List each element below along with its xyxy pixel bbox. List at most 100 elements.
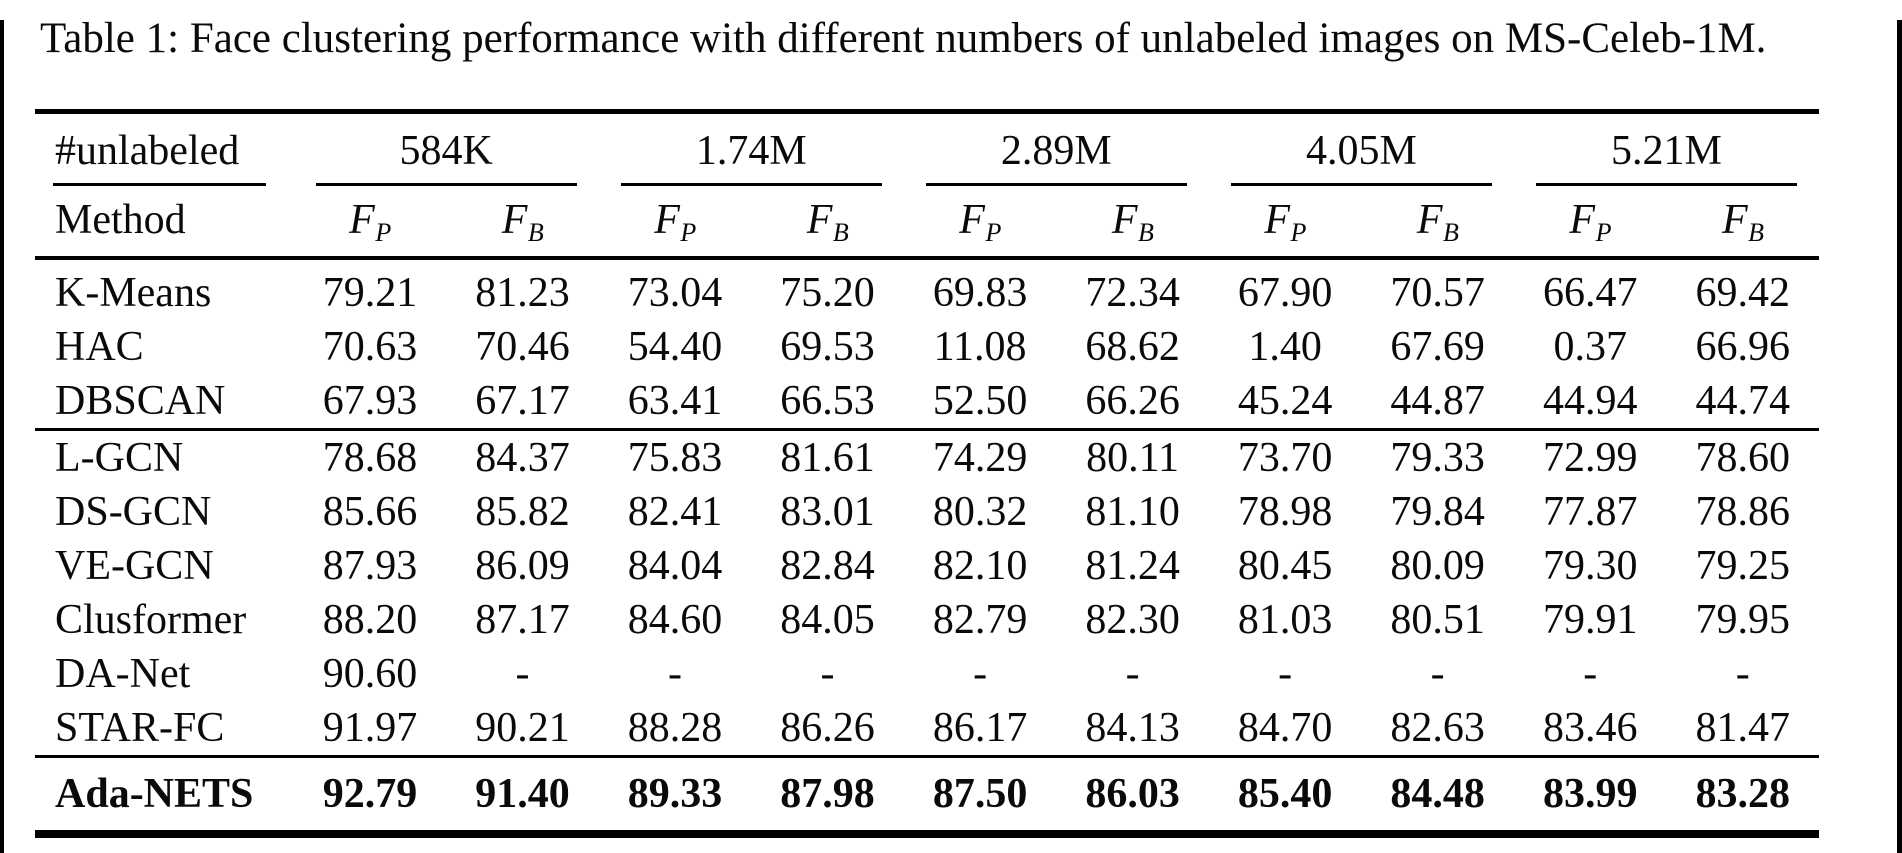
value-cell: 78.86: [1695, 489, 1790, 536]
value-cell: 83.28: [1695, 771, 1790, 818]
group-header-row: #unlabeled 584K 1.74M 2.89M 4.05M 5.21M: [35, 112, 1819, 191]
page: { "title": "Table 1: Face clustering per…: [0, 14, 1902, 853]
group-label: 4.05M: [1305, 128, 1417, 175]
value-cell: 63.41: [598, 374, 752, 432]
value-cell: 73.70: [1237, 435, 1333, 482]
value-cell: 90.21: [446, 701, 599, 759]
value-cell: 82.84: [780, 543, 875, 590]
table-row-dbscan: DBSCAN 67.93 67.17 63.41 66.53 52.50 66.26 45.2…: [35, 374, 1819, 432]
method-header-cell: Method: [35, 190, 294, 261]
group-header-2-89m: 2.89M: [904, 112, 1209, 191]
value-cell: 44.87: [1361, 374, 1514, 432]
value-cell: 79.84: [1390, 489, 1485, 536]
table-row-da-net: DA-Net 90.60 - - - - - - - - -: [35, 647, 1819, 701]
value-cell: 11.08: [933, 324, 1027, 371]
value-cell: -: [1583, 651, 1598, 698]
results-table: #unlabeled 584K 1.74M 2.89M 4.05M 5.21M: [35, 109, 1819, 839]
value-cell: 70.46: [475, 324, 570, 371]
value-cell: 84.13: [1056, 701, 1209, 759]
value-cell: 70.63: [322, 324, 418, 371]
metric-header-row: Method FP FB FP FB FP FB FP FB FP FB: [35, 190, 1819, 261]
group-underline: [315, 183, 577, 187]
table-header: #unlabeled 584K 1.74M 2.89M 4.05M 5.21M: [35, 112, 1819, 261]
value-cell: 81.23: [475, 270, 570, 317]
value-cell: 82.63: [1361, 701, 1514, 759]
value-cell: 68.62: [1085, 324, 1180, 371]
value-cell: 44.94: [1513, 374, 1667, 432]
value-cell: 83.46: [1513, 701, 1667, 759]
table-row-clusformer: Clusformer 88.20 87.17 84.60 84.05 82.79 82.30…: [35, 593, 1819, 647]
value-cell: 84.05: [780, 597, 875, 644]
value-cell: 72.34: [1085, 270, 1180, 317]
table-body: K-Means 79.21 81.23 73.04 75.20 69.83 72.34 67.…: [35, 258, 1819, 834]
group-label: 2.89M: [1000, 128, 1112, 175]
method-cell: STAR-FC: [35, 701, 294, 759]
value-cell: 84.48: [1390, 771, 1485, 818]
value-cell: 66.96: [1695, 324, 1790, 371]
value-cell: 52.50: [903, 374, 1057, 432]
method-cell: DA-Net: [55, 651, 191, 698]
value-cell: 84.37: [475, 435, 570, 482]
group-header-584k: 584K: [294, 112, 599, 191]
method-cell: VE-GCN: [55, 543, 214, 590]
unlabeled-header-cell: #unlabeled: [35, 112, 294, 191]
table-row-l-gcn: L-GCN 78.68 84.37 75.83 81.61 74.29 80.11 73.70…: [35, 430, 1819, 486]
metric-fb-header: FB: [1056, 190, 1209, 261]
value-cell: 86.26: [751, 701, 904, 759]
metric-fb-header: FB: [446, 190, 599, 261]
value-cell: 80.09: [1390, 543, 1485, 590]
value-cell: 79.30: [1542, 543, 1638, 590]
table-row-ve-gcn: VE-GCN 87.93 86.09 84.04 82.84 82.10 81.24 80.4…: [35, 539, 1819, 593]
value-cell: 70.57: [1390, 270, 1485, 317]
group-underline: [925, 183, 1187, 187]
page-border-left: [0, 20, 4, 853]
group-label: 5.21M: [1611, 128, 1722, 175]
value-cell: 79.21: [322, 270, 418, 317]
unlabeled-label: #unlabeled: [55, 128, 240, 175]
metric-fp-header: FP: [903, 190, 1057, 261]
value-cell: 44.74: [1666, 374, 1819, 432]
table-row-k-means: K-Means 79.21 81.23 73.04 75.20 69.83 72.34 67.…: [35, 258, 1819, 320]
value-cell: 84.60: [627, 597, 723, 644]
table-row-star-fc: STAR-FC 91.97 90.21 88.28 86.26 86.17 84.13 84.…: [35, 701, 1819, 759]
value-cell: 80.32: [932, 489, 1028, 536]
value-cell: 83.01: [780, 489, 875, 536]
value-cell: 87.93: [322, 543, 418, 590]
value-cell: 54.40: [627, 324, 723, 371]
method-cell: HAC: [55, 324, 144, 371]
metric-fp-header: FP: [1208, 190, 1362, 261]
group-underline: [1535, 183, 1797, 187]
value-cell: 85.66: [322, 489, 418, 536]
value-cell: 80.51: [1390, 597, 1485, 644]
value-cell: -: [820, 651, 835, 698]
value-cell: -: [1125, 651, 1140, 698]
value-cell: 81.61: [780, 435, 875, 482]
value-cell: 88.28: [598, 701, 752, 759]
value-cell: 73.04: [627, 270, 723, 317]
value-cell: 75.83: [627, 435, 723, 482]
value-cell: 80.11: [1086, 435, 1180, 482]
value-cell: 69.53: [780, 324, 875, 371]
method-cell: K-Means: [55, 270, 212, 317]
value-cell: -: [1278, 651, 1293, 698]
value-cell: 79.95: [1695, 597, 1790, 644]
value-cell: 84.04: [627, 543, 723, 590]
value-cell: -: [1735, 651, 1750, 698]
value-cell: -: [668, 651, 682, 698]
value-cell: 74.29: [932, 435, 1028, 482]
value-cell: 86.03: [1085, 771, 1180, 818]
metric-fp-header: FP: [598, 190, 752, 261]
value-cell: 88.20: [322, 597, 418, 644]
value-cell: 91.97: [293, 701, 447, 759]
value-cell: 67.17: [446, 374, 599, 432]
value-cell: 78.60: [1695, 435, 1790, 482]
method-cell: L-GCN: [55, 435, 184, 482]
value-cell: 79.25: [1695, 543, 1790, 590]
value-cell: 66.53: [751, 374, 904, 432]
value-cell: 81.24: [1085, 543, 1180, 590]
value-cell: 86.09: [475, 543, 570, 590]
metric-fb-header: FB: [1361, 190, 1514, 261]
value-cell: 79.91: [1542, 597, 1638, 644]
group-label: 1.74M: [695, 128, 807, 175]
metric-fp-header: FP: [293, 190, 447, 261]
